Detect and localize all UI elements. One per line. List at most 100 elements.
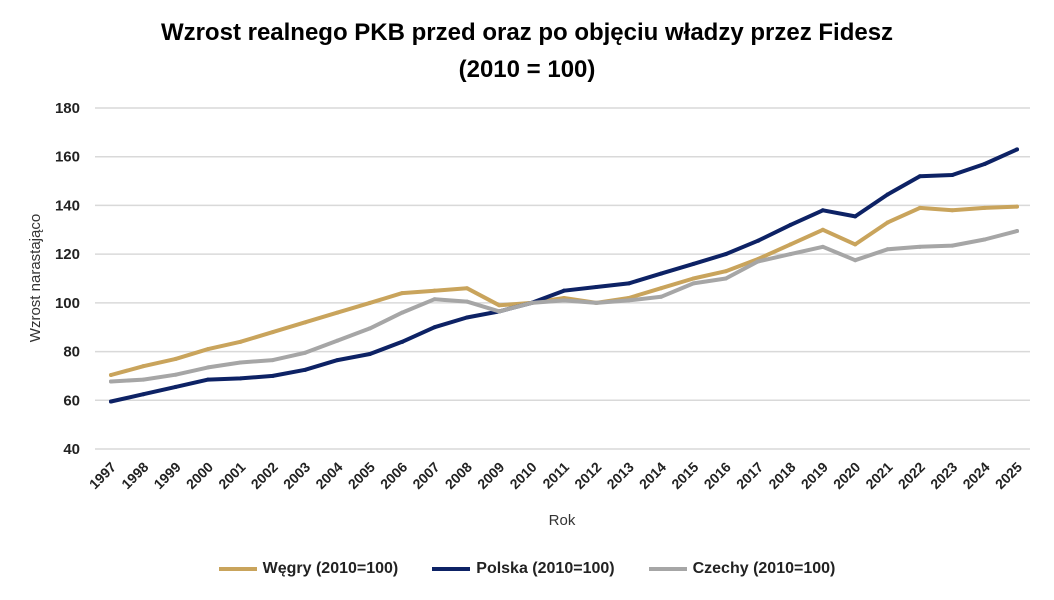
data-point-czechy — [562, 298, 566, 303]
legend-swatch — [218, 567, 257, 571]
data-point-węgry — [270, 330, 275, 335]
data-point-węgry — [853, 242, 858, 247]
legend-swatch — [432, 567, 471, 571]
data-point-polska — [1015, 147, 1019, 152]
data-point-polska — [691, 261, 696, 266]
data-point-polska — [885, 192, 890, 197]
x-tick-label: 2012 — [571, 459, 604, 492]
x-tick-label: 2014 — [636, 459, 669, 492]
data-point-węgry — [432, 288, 437, 293]
data-point-czechy — [1015, 229, 1019, 234]
x-tick-label: 2007 — [409, 459, 442, 492]
data-point-czechy — [788, 252, 793, 257]
y-tick-label: 100 — [55, 295, 80, 312]
data-point-polska — [756, 238, 761, 243]
x-tick-label: 2008 — [442, 459, 475, 492]
data-point-czechy — [756, 259, 761, 264]
data-point-czechy — [950, 243, 955, 248]
chart-title-line2: (2010 = 100) — [458, 56, 596, 83]
data-point-czechy — [109, 379, 113, 384]
legend-swatch — [648, 567, 687, 571]
x-tick-label: 2023 — [927, 459, 960, 492]
x-tick-label: 1998 — [118, 459, 151, 492]
x-tick-label: 2018 — [765, 459, 798, 492]
x-tick-label: 2025 — [992, 459, 1025, 492]
data-point-czechy — [594, 300, 599, 305]
data-point-czechy — [303, 350, 308, 355]
data-point-polska — [400, 339, 405, 344]
data-point-węgry — [464, 286, 469, 291]
data-point-polska — [820, 208, 825, 213]
data-point-polska — [464, 315, 469, 320]
y-tick-label: 80 — [63, 344, 80, 361]
data-point-polska — [367, 352, 372, 357]
data-point-węgry — [173, 356, 178, 361]
data-point-czechy — [659, 294, 664, 299]
data-point-czechy — [432, 297, 437, 302]
legend-label: Polska (2010=100) — [476, 560, 615, 577]
x-tick-label: 1997 — [86, 459, 119, 492]
x-tick-label: 2016 — [701, 459, 734, 492]
x-axis-label: Rok — [549, 512, 576, 529]
data-point-węgry — [238, 339, 243, 344]
data-point-węgry — [303, 320, 308, 325]
data-point-węgry — [335, 310, 340, 315]
data-point-polska — [335, 358, 340, 363]
y-tick-label: 120 — [55, 246, 80, 263]
data-point-czechy — [982, 237, 987, 242]
data-point-czechy — [173, 372, 178, 377]
x-tick-label: 2013 — [603, 459, 636, 492]
data-point-polska — [982, 162, 987, 167]
data-point-czechy — [885, 247, 890, 252]
legend-item-czechy: Czechy (2010=100) — [648, 560, 836, 578]
x-tick-label: 2006 — [377, 459, 410, 492]
data-point-czechy — [723, 276, 728, 281]
x-tick-label: 2005 — [345, 459, 378, 492]
data-point-węgry — [659, 286, 664, 291]
y-tick-label: 160 — [55, 149, 80, 166]
x-tick-label: 2020 — [830, 459, 863, 492]
data-point-węgry — [141, 364, 146, 369]
data-point-węgry — [206, 347, 211, 352]
legend-label: Czechy (2010=100) — [692, 560, 836, 577]
data-point-polska — [141, 392, 146, 397]
data-point-polska — [109, 399, 113, 404]
x-tick-label: 2002 — [248, 459, 281, 492]
legend: Węgry (2010=100) Polska (2010=100) Czechy … — [0, 560, 1054, 578]
legend-label: Węgry (2010=100) — [262, 560, 399, 577]
data-point-polska — [303, 367, 308, 372]
x-tick-label: 2017 — [733, 459, 766, 492]
data-point-węgry — [691, 276, 696, 281]
data-point-polska — [594, 285, 599, 290]
data-point-czechy — [529, 300, 534, 305]
data-point-polska — [950, 172, 955, 177]
x-tick-label: 2000 — [183, 459, 216, 492]
data-point-czechy — [400, 310, 405, 315]
data-point-węgry — [400, 291, 405, 296]
data-point-węgry — [497, 303, 502, 308]
x-tick-label: 2019 — [798, 459, 831, 492]
data-point-czechy — [141, 377, 146, 382]
data-point-węgry — [723, 269, 728, 274]
y-axis-label: Wzrost narastająco — [27, 214, 44, 342]
data-point-węgry — [917, 205, 922, 210]
data-point-czechy — [335, 338, 340, 343]
data-point-węgry — [982, 205, 987, 210]
data-point-polska — [917, 174, 922, 179]
data-point-polska — [853, 214, 858, 219]
y-tick-label: 140 — [55, 197, 80, 214]
data-point-czechy — [853, 258, 858, 263]
data-point-polska — [173, 384, 178, 389]
x-tick-label: 2003 — [280, 459, 313, 492]
data-point-polska — [788, 222, 793, 227]
y-tick-label: 60 — [63, 392, 80, 409]
data-point-węgry — [950, 208, 955, 213]
data-point-węgry — [788, 242, 793, 247]
data-point-czechy — [917, 244, 922, 249]
x-tick-label: 2010 — [506, 459, 539, 492]
data-point-czechy — [820, 244, 825, 249]
data-point-węgry — [820, 227, 825, 232]
x-tick-label: 2009 — [474, 459, 507, 492]
x-tick-label: 2024 — [959, 459, 992, 492]
data-point-polska — [659, 271, 664, 276]
